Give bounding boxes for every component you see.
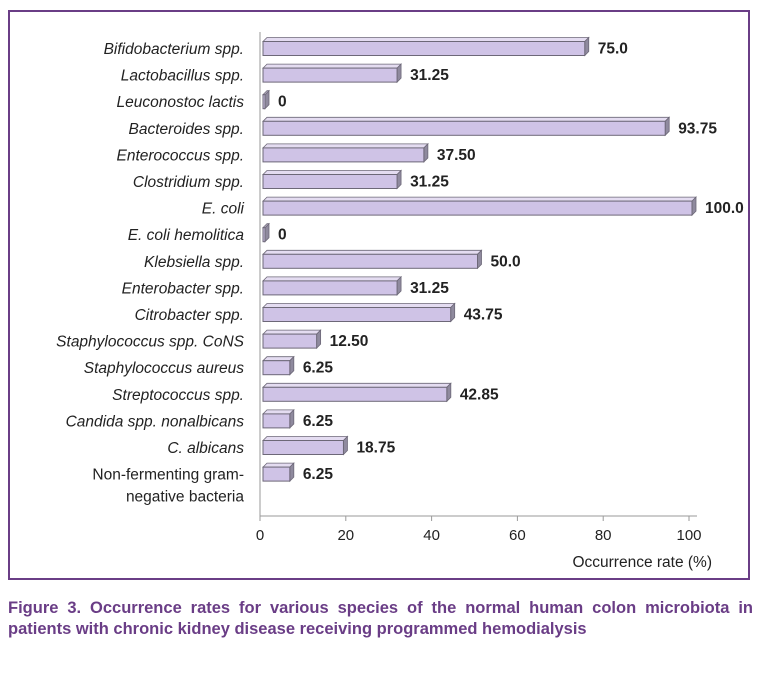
bar-top-face — [262, 37, 590, 42]
bar-top-face — [262, 196, 697, 202]
category-label: E. coli hemolitica — [128, 227, 245, 244]
category-label: Citrobacter spp. — [135, 307, 244, 324]
bar-top-face — [262, 276, 403, 282]
category-label: E. coli — [202, 201, 245, 218]
bar — [262, 307, 452, 322]
bar-value-label: 31.25 — [410, 280, 449, 297]
bar-top-face — [262, 436, 349, 441]
bar — [262, 200, 693, 216]
bar-top-face — [262, 329, 322, 335]
category-label: Enterococcus spp. — [116, 147, 244, 164]
x-tick-label: 80 — [595, 527, 612, 544]
bar-value-label: 6.25 — [303, 360, 334, 377]
x-tick-label: 0 — [256, 527, 264, 544]
bar-value-label: 75.0 — [598, 41, 628, 58]
bar-top-face — [262, 143, 429, 149]
bar — [262, 360, 291, 376]
bar-top-face — [262, 462, 295, 468]
bar — [262, 147, 425, 163]
category-label: Staphylococcus spp. CoNS — [56, 334, 244, 351]
x-axis-title: Occurrence rate (%) — [572, 554, 712, 571]
bar — [262, 333, 318, 349]
bar-value-label: 100.0 — [705, 200, 744, 217]
bar — [262, 440, 344, 455]
category-label: Lactobacillus spp. — [121, 68, 244, 85]
category-label: Non-fermenting gram- — [92, 467, 244, 484]
category-label: Candida spp. nonalbicans — [66, 413, 245, 430]
bar — [262, 67, 398, 83]
bar-chart: 0 20 40 60 80 100 Occurrence rate (%) Bifidobac… — [56, 32, 744, 571]
category-label: Leuconostoc lactis — [116, 94, 244, 111]
bar — [262, 174, 398, 189]
category-label: Klebsiella spp. — [144, 254, 244, 271]
bar-value-label: 6.25 — [303, 413, 334, 430]
bar-value-label: 93.75 — [678, 120, 717, 137]
bar-value-label: 12.50 — [330, 333, 369, 350]
x-tick-label: 60 — [509, 527, 526, 544]
bar-value-label: 31.25 — [410, 174, 449, 191]
bar-top-face — [262, 116, 671, 122]
bar-value-label: 0 — [278, 94, 287, 111]
x-tick-label: 40 — [423, 527, 440, 544]
bar-top-face — [262, 170, 403, 175]
bar-top-face — [262, 249, 483, 255]
bar — [262, 386, 448, 402]
bar-value-label: 0 — [278, 227, 287, 244]
bar-value-label: 6.25 — [303, 466, 334, 483]
bar-top-face — [262, 382, 452, 388]
figure-caption: Figure 3. Occurrence rates for various s… — [8, 599, 753, 638]
bar-value-label: 37.50 — [437, 147, 476, 164]
bar-top-face — [262, 409, 295, 415]
bar-value-label: 31.25 — [410, 67, 449, 84]
bar-value-label: 18.75 — [356, 440, 395, 457]
category-label: Clostridium spp. — [133, 174, 244, 191]
bar — [262, 253, 478, 269]
x-tick-label: 20 — [337, 527, 354, 544]
bar — [262, 280, 398, 296]
bar-top-face — [262, 63, 403, 69]
bar — [262, 41, 586, 56]
category-label: negative bacteria — [126, 489, 244, 506]
chart-frame: 0 20 40 60 80 100 Occurrence rate (%) Bifidobac… — [8, 10, 750, 580]
bar-value-label: 50.0 — [491, 253, 521, 270]
bar-value-label: 42.85 — [460, 386, 499, 403]
x-tick-label: 100 — [676, 527, 701, 544]
bar — [262, 94, 266, 110]
category-label: Enterobacter spp. — [122, 280, 244, 297]
bar — [262, 413, 291, 429]
category-label: Staphylococcus aureus — [84, 360, 245, 377]
category-label: Bifidobacterium spp. — [104, 41, 244, 58]
bar-top-face — [262, 303, 456, 308]
bar — [262, 120, 666, 136]
bar-top-face — [262, 356, 295, 362]
bar — [262, 227, 266, 243]
category-label: Streptococcus spp. — [112, 387, 244, 404]
category-label: C. albicans — [167, 440, 244, 457]
category-label: Bacteroides spp. — [129, 121, 244, 138]
bar-value-label: 43.75 — [464, 307, 503, 324]
bar — [262, 466, 291, 482]
